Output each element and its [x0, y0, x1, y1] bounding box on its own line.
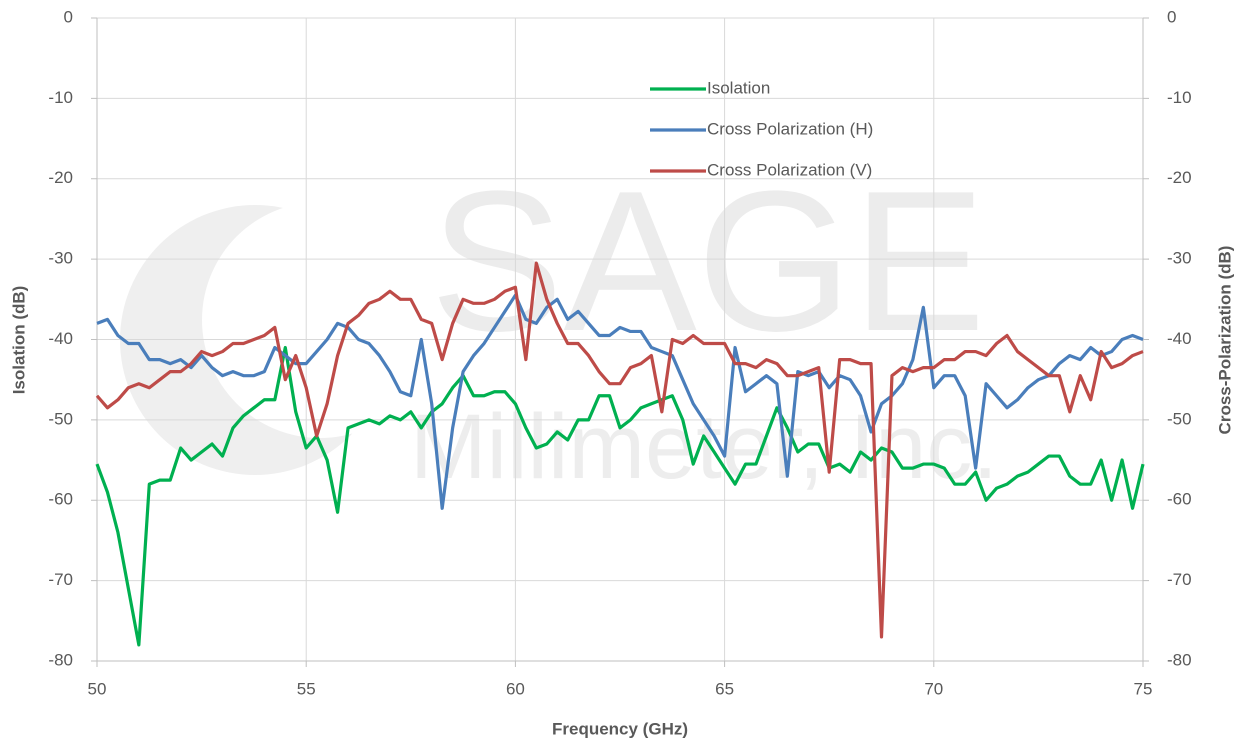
x-axis-title: Frequency (GHz) — [552, 719, 688, 738]
y2-tick-label: -30 — [1167, 249, 1192, 268]
legend-label: Cross Polarization (H) — [707, 119, 873, 138]
x-tick-label: 60 — [506, 679, 525, 698]
y2-tick-label: -10 — [1167, 88, 1192, 107]
y-tick-label: -40 — [48, 329, 73, 348]
y-tick-label: -60 — [48, 490, 73, 509]
y-tick-label: -70 — [48, 570, 73, 589]
x-tick-label: 65 — [715, 679, 734, 698]
y2-tick-label: 0 — [1167, 7, 1176, 26]
y-tick-label: 0 — [64, 7, 73, 26]
legend-label: Isolation — [707, 78, 770, 97]
legend: Isolation Cross Polarization (H) Cross Pol… — [650, 78, 873, 179]
series-line — [95, 261, 1144, 639]
x-tick-label: 50 — [88, 679, 107, 698]
series-line — [95, 345, 1145, 647]
y2-tick-label: -40 — [1167, 329, 1192, 348]
watermark-logo — [120, 202, 438, 475]
logo-cut — [202, 202, 438, 438]
lines — [95, 261, 1145, 647]
y2-tick-label: -60 — [1167, 490, 1192, 509]
legend-label: Cross Polarization (V) — [707, 160, 872, 179]
x-tick-label: 70 — [924, 679, 943, 698]
series-line — [96, 293, 1144, 510]
grid — [91, 17, 1149, 667]
y-tick-label: -30 — [48, 249, 73, 268]
y2-tick-label: -80 — [1167, 650, 1192, 669]
y2-tick-label: -70 — [1167, 570, 1192, 589]
y2-tick-label: -20 — [1167, 168, 1192, 187]
x-tick-label: 75 — [1134, 679, 1153, 698]
x-tick-label: 55 — [297, 679, 316, 698]
y-tick-label: -80 — [48, 650, 73, 669]
y2-axis-title: Cross-Polarization (dB) — [1215, 246, 1234, 435]
y-tick-label: -50 — [48, 409, 73, 428]
y-axis-title: Isolation (dB) — [9, 286, 28, 395]
y2-tick-label: -50 — [1167, 409, 1192, 428]
watermark: Millimeter, Inc. — [410, 396, 998, 498]
y-tick-label: -20 — [48, 168, 73, 187]
y-tick-label: -10 — [48, 88, 73, 107]
